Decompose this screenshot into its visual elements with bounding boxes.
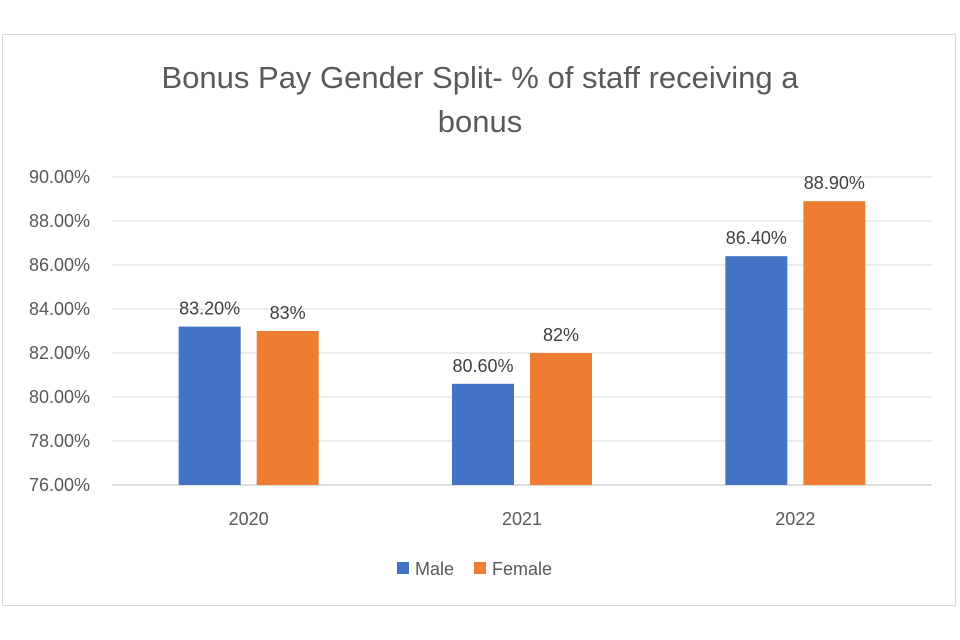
bar-female-2021 (530, 353, 592, 485)
bar-female-2022 (803, 201, 866, 485)
legend-label-female: Female (492, 559, 552, 579)
y-tick-label: 78.00% (29, 431, 90, 451)
data-label-female-2022: 88.90% (804, 173, 865, 193)
bar-male-2020 (178, 326, 241, 485)
legend-swatch-male (397, 562, 409, 574)
chart-title-line-1: Bonus Pay Gender Split- % of staff recei… (162, 60, 800, 95)
data-labels: 83.20% 83% 80.60% 82% 86.40% 88.90% (179, 173, 865, 376)
bar-male-2021 (452, 383, 514, 485)
data-label-male-2021: 80.60% (452, 356, 513, 376)
data-label-male-2022: 86.40% (726, 228, 787, 248)
x-tick-label: 2022 (775, 509, 815, 529)
data-label-female-2020: 83% (270, 303, 306, 323)
y-tick-label: 82.00% (29, 343, 90, 363)
y-tick-label: 80.00% (29, 387, 90, 407)
y-tick-label: 86.00% (29, 255, 90, 275)
y-tick-label: 76.00% (29, 475, 90, 495)
y-tick-label: 84.00% (29, 299, 90, 319)
legend-label-male: Male (415, 559, 454, 579)
legend-swatch-female (474, 562, 487, 574)
bars (178, 201, 866, 485)
chart-title-line-2: bonus (438, 104, 522, 139)
data-label-female-2021: 82% (543, 325, 579, 345)
x-tick-label: 2021 (502, 509, 542, 529)
data-label-male-2020: 83.20% (179, 299, 240, 319)
x-axis-category-labels: 2020 2021 2022 (229, 509, 816, 529)
y-axis-tick-labels: 76.00% 78.00% 80.00% 82.00% 84.00% 86.00% 88.0… (29, 167, 90, 495)
x-tick-label: 2020 (229, 509, 269, 529)
bar-female-2020 (256, 331, 319, 485)
gridlines (112, 176, 932, 486)
chart-area (2, 34, 956, 606)
legend: Male Female (397, 559, 552, 579)
y-tick-label: 88.00% (29, 211, 90, 231)
y-tick-label: 90.00% (29, 167, 90, 187)
bar-male-2022 (725, 256, 788, 485)
